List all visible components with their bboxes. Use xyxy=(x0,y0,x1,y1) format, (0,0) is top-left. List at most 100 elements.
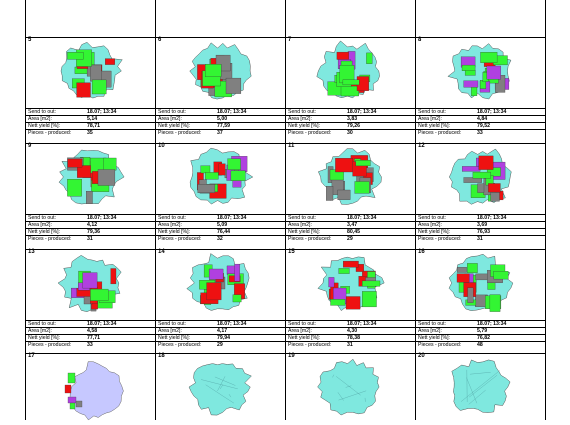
nested-piece xyxy=(83,273,98,289)
nest-cell: Send to out:18.07; 13:33Area [m2]:4,74Ne… xyxy=(155,0,285,37)
info-row-yield: Nett yield [%]:80,45 xyxy=(285,228,415,235)
nested-piece xyxy=(343,261,358,267)
nested-piece xyxy=(464,81,478,88)
nested-piece xyxy=(481,52,498,63)
nested-piece xyxy=(233,295,241,302)
nesting-preview xyxy=(155,353,285,425)
nesting-preview xyxy=(25,143,155,215)
info-row-pieces: Pieces - produced: 29 xyxy=(285,235,415,242)
info-row-pieces: Pieces - produced:31 xyxy=(415,235,545,242)
info-row-yield: Nett yield [%]:76,93 xyxy=(415,228,545,235)
nested-piece xyxy=(467,263,477,272)
nested-piece xyxy=(465,70,475,75)
info-row-area: Area [m2]:5,79 xyxy=(415,327,545,334)
nested-piece xyxy=(205,172,218,179)
nested-piece xyxy=(366,53,372,64)
info-value: 30 xyxy=(347,130,353,136)
info-label: Pieces - produced: xyxy=(288,130,331,136)
info-row-yield: Nett yield [%]:78,71 xyxy=(25,122,155,129)
nested-piece xyxy=(86,191,92,204)
grid-hline xyxy=(25,143,546,144)
nesting-preview xyxy=(155,37,285,109)
nest-cell: 18 xyxy=(155,353,285,425)
info-value: 33 xyxy=(477,130,483,136)
info-row-area: Area [m2]:5,14 xyxy=(25,115,155,122)
info-row-area: Area [m2]:3,83 xyxy=(285,115,415,122)
nested-piece xyxy=(335,158,352,172)
nested-piece xyxy=(457,267,466,272)
nested-piece xyxy=(488,184,500,193)
nested-piece xyxy=(68,159,82,167)
info-row-area: Area [m2]:5,00 xyxy=(155,115,285,122)
info-value: 31 xyxy=(87,236,93,242)
info-row-yield: Nett yield [%]:77,71 xyxy=(25,334,155,341)
info-row-send: Send to out:18.07; 13:34 xyxy=(155,320,285,327)
info-row-send: Send to out:18.07; 13:34 xyxy=(285,320,415,327)
nesting-preview xyxy=(415,353,545,425)
info-row-pieces: Pieces - produced:35 xyxy=(25,129,155,136)
grid-vline xyxy=(285,0,286,420)
nested-piece xyxy=(205,64,221,77)
info-value: 29 xyxy=(347,236,353,242)
nested-piece xyxy=(331,299,346,305)
nested-piece xyxy=(326,186,333,200)
info-row-area: Area [m2]:4,30 xyxy=(285,327,415,334)
nested-piece xyxy=(346,297,360,310)
info-row-yield: Nett yield [%]:77,59 xyxy=(155,122,285,129)
nested-piece xyxy=(92,80,106,94)
info-label: Pieces - produced: xyxy=(418,130,461,136)
nested-piece xyxy=(228,159,241,170)
nested-piece xyxy=(67,179,81,196)
nesting-preview xyxy=(25,249,155,321)
nest-cell: Send to out:18.07; 13:33Area [m2]:4,85Ne… xyxy=(25,0,155,37)
grid-vline xyxy=(415,0,416,420)
info-value: 29 xyxy=(217,342,223,348)
hide-outline xyxy=(70,362,124,420)
nest-cell: 19 xyxy=(285,353,415,425)
info-value: 32 xyxy=(217,236,223,242)
grid-hline xyxy=(25,37,546,38)
nested-piece xyxy=(68,373,75,383)
info-row-send: Send to out:18.07; 13:34 xyxy=(25,214,155,221)
nested-piece xyxy=(457,274,469,283)
nested-piece xyxy=(209,269,223,279)
nested-piece xyxy=(233,180,241,187)
info-row-yield: Nett yield [%]:79,52 xyxy=(415,122,545,129)
nested-piece xyxy=(339,268,350,273)
nested-piece xyxy=(478,184,485,193)
grid-hline xyxy=(25,249,546,250)
info-label: Pieces - produced: xyxy=(288,236,331,242)
info-row-yield: Nett yield [%]:79,36 xyxy=(25,228,155,235)
grid-vline xyxy=(25,0,26,420)
nested-piece xyxy=(329,277,335,287)
nested-piece xyxy=(98,170,115,186)
info-row-yield: Nett yield [%]:78,38 xyxy=(285,334,415,341)
nested-piece xyxy=(462,65,475,71)
info-label: Pieces - produced: xyxy=(158,342,201,348)
info-row-area: Area [m2]:4,12 xyxy=(25,221,155,228)
nested-piece xyxy=(479,156,494,170)
info-label: Pieces - produced: xyxy=(418,236,461,242)
nested-piece xyxy=(356,160,371,166)
info-row-area: Area [m2]:3,69 xyxy=(415,221,545,228)
nested-piece xyxy=(104,158,117,170)
nesting-preview xyxy=(25,37,155,109)
grid-vline xyxy=(545,0,546,420)
nested-piece xyxy=(198,184,215,192)
nested-piece xyxy=(105,59,115,65)
info-row-area: Area [m2]:4,84 xyxy=(415,115,545,122)
grid-vline xyxy=(155,0,156,420)
info-row-send: Send to out:18.07; 13:34 xyxy=(285,214,415,221)
nested-piece xyxy=(487,66,501,79)
nested-piece xyxy=(476,274,489,280)
info-value: 48 xyxy=(477,342,483,348)
